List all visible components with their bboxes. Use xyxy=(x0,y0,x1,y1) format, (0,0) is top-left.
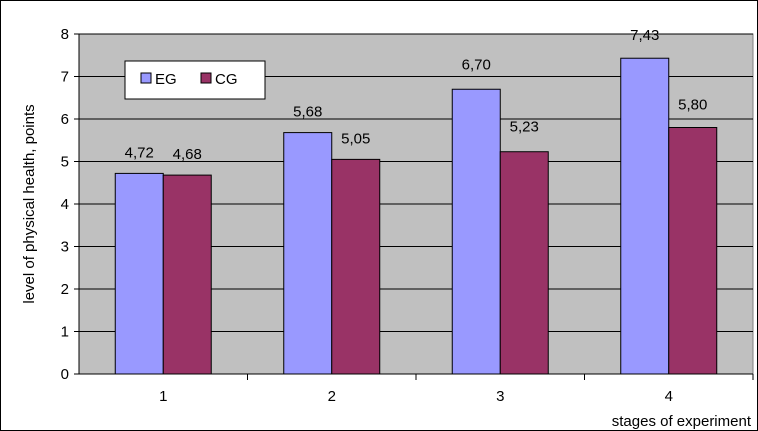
bar-cg-3 xyxy=(499,151,549,375)
bars xyxy=(114,57,718,375)
x-tick-label: 1 xyxy=(159,388,167,405)
bar-cg-4 xyxy=(668,127,718,375)
data-label-eg-3: 6,70 xyxy=(462,56,491,73)
axes: 0 1 2 3 4 5 6 7 8 1 2 3 4 xyxy=(61,26,754,405)
bar-eg-2 xyxy=(283,132,333,375)
bar-cg-2 xyxy=(331,158,381,375)
legend: EG CG xyxy=(124,60,266,100)
bar-eg-3 xyxy=(451,88,501,375)
x-axis-title: stages of experiment xyxy=(612,413,752,430)
y-tick-label: 8 xyxy=(61,26,69,43)
legend-swatch-eg xyxy=(140,72,152,84)
data-label-eg-2: 5,68 xyxy=(293,104,322,121)
x-tick-label: 3 xyxy=(496,388,504,405)
y-tick-label: 3 xyxy=(61,239,69,256)
data-label-cg-1: 4,68 xyxy=(173,146,202,163)
legend-box xyxy=(124,60,266,100)
y-tick-label: 7 xyxy=(61,69,69,86)
y-tick-label: 4 xyxy=(61,196,69,213)
data-labels: 4,72 4,68 5,68 5,05 6,70 5,23 7,43 5,80 xyxy=(125,27,708,163)
data-label-cg-3: 5,23 xyxy=(510,119,539,136)
y-tick-label: 2 xyxy=(61,281,69,298)
legend-label-eg: EG xyxy=(155,71,177,88)
legend-swatch-cg xyxy=(200,72,212,84)
bar-cg-1 xyxy=(162,174,212,375)
bar-eg-1 xyxy=(114,172,164,375)
y-tick-label: 6 xyxy=(61,111,69,128)
y-tick-label: 5 xyxy=(61,154,69,171)
x-tick-label: 4 xyxy=(665,388,673,405)
y-tick-label: 1 xyxy=(61,324,69,341)
x-tick-label: 2 xyxy=(328,388,336,405)
y-axis-title: level of physical health, points xyxy=(21,104,38,303)
data-label-cg-4: 5,80 xyxy=(678,97,707,114)
y-tick-label: 0 xyxy=(61,366,69,383)
data-label-cg-2: 5,05 xyxy=(341,130,370,147)
bar-eg-4 xyxy=(620,57,670,375)
legend-label-cg: CG xyxy=(215,71,238,88)
data-label-eg-1: 4,72 xyxy=(125,144,154,161)
data-label-eg-4: 7,43 xyxy=(630,27,659,44)
